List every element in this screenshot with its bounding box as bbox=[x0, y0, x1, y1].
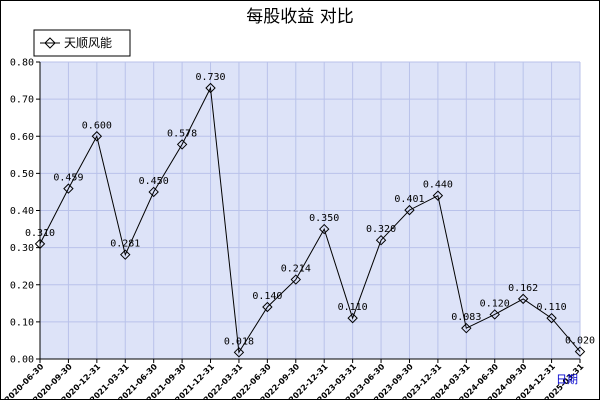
data-point bbox=[489, 309, 500, 320]
y-tick-label: 0.20 bbox=[10, 280, 34, 291]
data-label: 0.310 bbox=[25, 228, 55, 239]
legend-box bbox=[33, 29, 131, 57]
data-point bbox=[319, 223, 330, 235]
legend-label: 天顺风能 bbox=[64, 36, 112, 50]
grid-lines bbox=[39, 61, 581, 360]
data-label: 0.320 bbox=[366, 224, 396, 235]
data-point bbox=[546, 312, 557, 324]
y-tick-label: 0.00 bbox=[10, 355, 34, 366]
legend-marker bbox=[44, 37, 56, 49]
data-label: 0.140 bbox=[252, 291, 282, 302]
y-tick-label: 0.80 bbox=[10, 58, 34, 69]
data-point bbox=[375, 234, 387, 246]
y-tick-label: 0.50 bbox=[10, 169, 34, 180]
data-label: 0.730 bbox=[195, 72, 225, 83]
data-label: 0.110 bbox=[537, 302, 567, 313]
y-tick-label: 0.10 bbox=[10, 317, 34, 328]
data-label: 0.350 bbox=[309, 213, 339, 224]
data-point bbox=[432, 190, 444, 201]
data-point bbox=[517, 293, 529, 305]
data-label: 0.018 bbox=[224, 336, 254, 347]
data-label: 0.450 bbox=[139, 176, 169, 187]
y-axis: 0.00 0.10 0.20 0.30 0.40 0.50 0.60 0.70 0.80 bbox=[10, 58, 41, 366]
data-point bbox=[63, 183, 74, 194]
data-point bbox=[262, 301, 273, 313]
y-tick-label: 0.70 bbox=[10, 95, 34, 106]
y-tick-label: 0.30 bbox=[10, 243, 34, 254]
x-axis: 2020-06-302020-09-302020-12-312021-03-31… bbox=[3, 358, 586, 400]
x-axis-label: 日期 bbox=[556, 373, 578, 386]
y-tick-label: 0.40 bbox=[10, 206, 34, 217]
data-label: 0.162 bbox=[508, 283, 538, 294]
data-label: 0.578 bbox=[167, 128, 197, 139]
series-layer: 0.310 0.459 0.600 0.281 0.450 0.578 0.730 0.018… bbox=[25, 72, 595, 358]
data-point bbox=[574, 346, 586, 357]
legend: 天顺风能 bbox=[33, 29, 131, 57]
data-label: 0.214 bbox=[281, 264, 311, 275]
data-label: 0.459 bbox=[53, 173, 83, 184]
data-point bbox=[290, 274, 301, 285]
data-point bbox=[91, 131, 103, 142]
data-point bbox=[120, 249, 131, 260]
data-point bbox=[404, 204, 415, 216]
series-line bbox=[39, 86, 581, 354]
data-label: 0.401 bbox=[394, 194, 424, 205]
data-point bbox=[347, 312, 358, 324]
data-point bbox=[148, 186, 159, 198]
chart-title: 每股收益 对比 bbox=[246, 7, 353, 27]
data-label: 0.600 bbox=[82, 120, 112, 131]
data-point bbox=[205, 82, 216, 94]
y-tick-label: 0.60 bbox=[10, 132, 34, 143]
data-point bbox=[176, 139, 188, 150]
data-label: 0.110 bbox=[338, 302, 368, 313]
data-label: 0.083 bbox=[451, 312, 481, 323]
data-label: 0.120 bbox=[480, 298, 510, 309]
data-point bbox=[34, 238, 46, 250]
data-label: 0.440 bbox=[423, 180, 453, 191]
data-point bbox=[461, 322, 472, 334]
data-label: 0.281 bbox=[110, 239, 140, 250]
data-label: 0.020 bbox=[565, 336, 595, 347]
data-point bbox=[233, 347, 245, 358]
